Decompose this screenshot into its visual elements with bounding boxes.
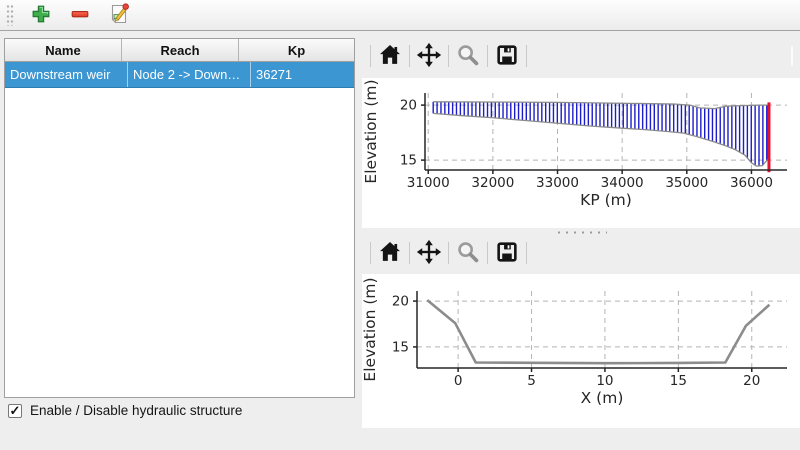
cell-reach: Node 2 -> Down…: [128, 62, 251, 87]
y-axis-label: Elevation (m): [362, 277, 379, 381]
pan-button[interactable]: [414, 238, 444, 268]
zoom-button[interactable]: [453, 238, 483, 268]
home-icon: [377, 42, 403, 71]
column-header-kp[interactable]: Kp: [287, 42, 306, 58]
x-tick-label: 36000: [730, 175, 773, 191]
hatched-profile-band: [432, 101, 770, 167]
toolbar-separator: [487, 242, 488, 264]
toolbar-grip[interactable]: [6, 4, 14, 26]
minus-icon: [69, 3, 91, 28]
save-button[interactable]: [492, 41, 522, 71]
checkmark-icon: ✓: [9, 403, 21, 418]
plus-icon: [30, 3, 52, 28]
cross-section-canvas[interactable]: 0 5 10 15 20 15 20 X (m) Elevation (m): [362, 274, 800, 428]
x-tick-label: 33000: [536, 175, 579, 191]
enable-structure-label: Enable / Disable hydraulic structure: [30, 403, 243, 418]
x-tick-label: 0: [454, 373, 463, 389]
edit-structure-button[interactable]: [107, 2, 131, 29]
zoom-icon: [455, 239, 481, 268]
column-header-name[interactable]: Name: [5, 39, 122, 61]
plot-area: 31000 32000 33000 34000 35000 36000 15 20 KP (m)…: [362, 79, 787, 209]
table-row[interactable]: Downstream weir Node 2 -> Down… 36271: [5, 62, 354, 88]
y-tick-label: 20: [400, 98, 417, 114]
save-icon: [494, 239, 520, 268]
home-button[interactable]: [375, 238, 405, 268]
cross-section-line: [426, 299, 771, 365]
cross-section-chart-toolbar: [362, 233, 800, 273]
x-tick-label: 35000: [665, 175, 708, 191]
add-structure-button[interactable]: [29, 3, 53, 27]
toolbar-end-separator: [791, 46, 793, 66]
toolbar-separator: [409, 242, 410, 264]
y-tick-label: 15: [392, 339, 409, 355]
pan-icon: [415, 41, 443, 72]
zoom-icon: [455, 42, 481, 71]
column-header-reach[interactable]: Reach: [122, 39, 239, 61]
pan-icon: [415, 238, 443, 269]
x-tick-label: 31000: [407, 175, 450, 191]
y-axis-label: Elevation (m): [362, 79, 380, 183]
x-tick-label: 34000: [601, 175, 644, 191]
plot-area: 0 5 10 15 20 15 20 X (m) Elevation (m): [362, 277, 787, 407]
toolbar-separator: [448, 242, 449, 264]
longitudinal-profile-canvas[interactable]: 31000 32000 33000 34000 35000 36000 15 20 KP (m)…: [362, 78, 800, 228]
main-toolbar: [0, 0, 800, 31]
toolbar-separator: [370, 242, 371, 264]
home-button[interactable]: [375, 41, 405, 71]
x-tick-label: 5: [527, 373, 536, 389]
y-tick-label: 20: [392, 294, 409, 310]
structures-table: Name Reach Kp Downstream weir Node 2 -> …: [4, 38, 355, 398]
enable-structure-checkbox[interactable]: ✓: [8, 403, 22, 418]
x-tick-label: 20: [743, 373, 760, 389]
x-axis-label: X (m): [581, 389, 624, 407]
home-icon: [377, 239, 403, 268]
toolbar-separator: [526, 45, 527, 67]
cell-name: Downstream weir: [5, 62, 128, 87]
toolbar-separator: [526, 242, 527, 264]
toolbar-separator: [409, 45, 410, 67]
table-header: Name Reach Kp: [5, 39, 354, 62]
x-tick-label: 10: [596, 373, 613, 389]
remove-structure-button[interactable]: [68, 3, 92, 27]
x-axis-label: KP (m): [580, 191, 632, 209]
profile-chart-toolbar: [362, 36, 800, 76]
toolbar-separator: [448, 45, 449, 67]
x-tick-label: 15: [670, 373, 687, 389]
cell-kp: 36271: [256, 67, 293, 82]
splitter-handle[interactable]: [555, 230, 607, 235]
save-button[interactable]: [492, 238, 522, 268]
save-icon: [494, 42, 520, 71]
toolbar-separator: [370, 45, 371, 67]
toolbar-separator: [487, 45, 488, 67]
zoom-button[interactable]: [453, 41, 483, 71]
y-tick-label: 15: [400, 153, 417, 169]
x-tick-label: 32000: [471, 175, 514, 191]
edit-document-icon: [107, 2, 131, 29]
enable-structure-row: ✓ Enable / Disable hydraulic structure: [8, 403, 242, 418]
pan-button[interactable]: [414, 41, 444, 71]
